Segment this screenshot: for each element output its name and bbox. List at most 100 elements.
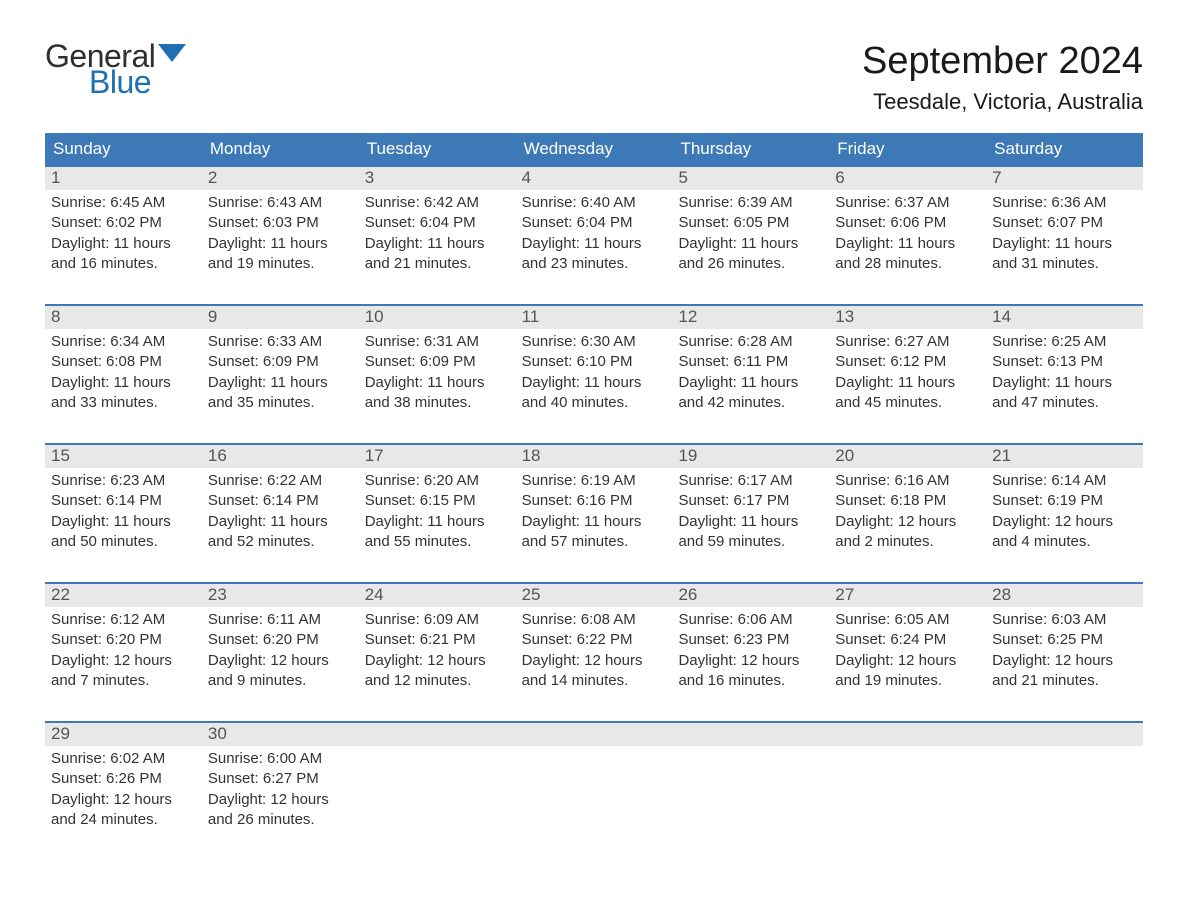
day-number: 16 — [202, 445, 359, 468]
day-number: 7 — [986, 167, 1143, 190]
day-day2: and 19 minutes. — [835, 671, 980, 691]
day-number — [986, 723, 1143, 746]
calendar: Sunday Monday Tuesday Wednesday Thursday… — [45, 133, 1143, 834]
day-number: 13 — [829, 306, 986, 329]
day-sunset: Sunset: 6:18 PM — [835, 491, 980, 511]
day-number: 30 — [202, 723, 359, 746]
day-sunrise: Sunrise: 6:42 AM — [365, 193, 510, 213]
day-cell: 3Sunrise: 6:42 AMSunset: 6:04 PMDaylight… — [359, 167, 516, 278]
day-cell — [359, 723, 516, 834]
day-number: 2 — [202, 167, 359, 190]
day-number: 20 — [829, 445, 986, 468]
day-number: 22 — [45, 584, 202, 607]
day-sunrise: Sunrise: 6:22 AM — [208, 471, 353, 491]
day-content: Sunrise: 6:27 AMSunset: 6:12 PMDaylight:… — [829, 329, 986, 417]
day-sunrise: Sunrise: 6:02 AM — [51, 749, 196, 769]
day-sunset: Sunset: 6:22 PM — [522, 630, 667, 650]
day-content: Sunrise: 6:12 AMSunset: 6:20 PMDaylight:… — [45, 607, 202, 695]
day-cell: 22Sunrise: 6:12 AMSunset: 6:20 PMDayligh… — [45, 584, 202, 695]
day-cell: 17Sunrise: 6:20 AMSunset: 6:15 PMDayligh… — [359, 445, 516, 556]
day-sunrise: Sunrise: 6:06 AM — [678, 610, 823, 630]
day-sunrise: Sunrise: 6:45 AM — [51, 193, 196, 213]
day-sunset: Sunset: 6:06 PM — [835, 213, 980, 233]
day-day2: and 31 minutes. — [992, 254, 1137, 274]
day-sunrise: Sunrise: 6:00 AM — [208, 749, 353, 769]
day-cell — [672, 723, 829, 834]
day-day2: and 24 minutes. — [51, 810, 196, 830]
day-sunset: Sunset: 6:13 PM — [992, 352, 1137, 372]
day-content: Sunrise: 6:14 AMSunset: 6:19 PMDaylight:… — [986, 468, 1143, 556]
day-cell: 6Sunrise: 6:37 AMSunset: 6:06 PMDaylight… — [829, 167, 986, 278]
day-sunrise: Sunrise: 6:05 AM — [835, 610, 980, 630]
day-day2: and 33 minutes. — [51, 393, 196, 413]
day-content: Sunrise: 6:42 AMSunset: 6:04 PMDaylight:… — [359, 190, 516, 278]
day-day2: and 16 minutes. — [678, 671, 823, 691]
day-day1: Daylight: 12 hours — [992, 512, 1137, 532]
day-sunrise: Sunrise: 6:37 AM — [835, 193, 980, 213]
header: General Blue September 2024 Teesdale, Vi… — [45, 40, 1143, 115]
day-content: Sunrise: 6:09 AMSunset: 6:21 PMDaylight:… — [359, 607, 516, 695]
day-sunset: Sunset: 6:20 PM — [208, 630, 353, 650]
day-sunset: Sunset: 6:04 PM — [522, 213, 667, 233]
day-content: Sunrise: 6:06 AMSunset: 6:23 PMDaylight:… — [672, 607, 829, 695]
month-title: September 2024 — [862, 40, 1143, 83]
day-sunrise: Sunrise: 6:19 AM — [522, 471, 667, 491]
flag-icon — [158, 44, 186, 66]
day-number: 21 — [986, 445, 1143, 468]
day-content: Sunrise: 6:17 AMSunset: 6:17 PMDaylight:… — [672, 468, 829, 556]
day-sunset: Sunset: 6:14 PM — [208, 491, 353, 511]
day-content: Sunrise: 6:20 AMSunset: 6:15 PMDaylight:… — [359, 468, 516, 556]
day-cell: 15Sunrise: 6:23 AMSunset: 6:14 PMDayligh… — [45, 445, 202, 556]
day-sunrise: Sunrise: 6:23 AM — [51, 471, 196, 491]
day-cell: 25Sunrise: 6:08 AMSunset: 6:22 PMDayligh… — [516, 584, 673, 695]
day-sunrise: Sunrise: 6:39 AM — [678, 193, 823, 213]
day-sunset: Sunset: 6:17 PM — [678, 491, 823, 511]
day-day2: and 9 minutes. — [208, 671, 353, 691]
day-day2: and 19 minutes. — [208, 254, 353, 274]
dow-thursday: Thursday — [672, 133, 829, 165]
day-sunrise: Sunrise: 6:36 AM — [992, 193, 1137, 213]
day-sunset: Sunset: 6:11 PM — [678, 352, 823, 372]
day-day2: and 26 minutes. — [678, 254, 823, 274]
day-cell: 4Sunrise: 6:40 AMSunset: 6:04 PMDaylight… — [516, 167, 673, 278]
day-content: Sunrise: 6:37 AMSunset: 6:06 PMDaylight:… — [829, 190, 986, 278]
day-content: Sunrise: 6:30 AMSunset: 6:10 PMDaylight:… — [516, 329, 673, 417]
day-day1: Daylight: 11 hours — [51, 373, 196, 393]
day-sunset: Sunset: 6:05 PM — [678, 213, 823, 233]
day-day1: Daylight: 11 hours — [365, 512, 510, 532]
day-day1: Daylight: 11 hours — [678, 512, 823, 532]
dow-saturday: Saturday — [986, 133, 1143, 165]
day-sunset: Sunset: 6:09 PM — [208, 352, 353, 372]
day-cell: 19Sunrise: 6:17 AMSunset: 6:17 PMDayligh… — [672, 445, 829, 556]
day-content: Sunrise: 6:43 AMSunset: 6:03 PMDaylight:… — [202, 190, 359, 278]
day-cell — [986, 723, 1143, 834]
day-day1: Daylight: 11 hours — [835, 373, 980, 393]
day-sunset: Sunset: 6:02 PM — [51, 213, 196, 233]
day-number: 15 — [45, 445, 202, 468]
day-day1: Daylight: 12 hours — [835, 512, 980, 532]
day-content: Sunrise: 6:33 AMSunset: 6:09 PMDaylight:… — [202, 329, 359, 417]
day-cell: 2Sunrise: 6:43 AMSunset: 6:03 PMDaylight… — [202, 167, 359, 278]
day-day1: Daylight: 11 hours — [208, 234, 353, 254]
day-content: Sunrise: 6:39 AMSunset: 6:05 PMDaylight:… — [672, 190, 829, 278]
day-sunrise: Sunrise: 6:11 AM — [208, 610, 353, 630]
dow-tuesday: Tuesday — [359, 133, 516, 165]
day-sunset: Sunset: 6:26 PM — [51, 769, 196, 789]
logo: General Blue — [45, 40, 186, 98]
dow-wednesday: Wednesday — [516, 133, 673, 165]
day-day1: Daylight: 12 hours — [51, 651, 196, 671]
day-day1: Daylight: 11 hours — [992, 234, 1137, 254]
day-sunset: Sunset: 6:21 PM — [365, 630, 510, 650]
day-sunset: Sunset: 6:25 PM — [992, 630, 1137, 650]
day-sunset: Sunset: 6:09 PM — [365, 352, 510, 372]
day-content: Sunrise: 6:11 AMSunset: 6:20 PMDaylight:… — [202, 607, 359, 695]
day-sunrise: Sunrise: 6:14 AM — [992, 471, 1137, 491]
day-sunrise: Sunrise: 6:40 AM — [522, 193, 667, 213]
day-number — [516, 723, 673, 746]
day-cell: 1Sunrise: 6:45 AMSunset: 6:02 PMDaylight… — [45, 167, 202, 278]
day-content: Sunrise: 6:45 AMSunset: 6:02 PMDaylight:… — [45, 190, 202, 278]
day-content: Sunrise: 6:16 AMSunset: 6:18 PMDaylight:… — [829, 468, 986, 556]
week-row: 22Sunrise: 6:12 AMSunset: 6:20 PMDayligh… — [45, 582, 1143, 695]
day-cell: 13Sunrise: 6:27 AMSunset: 6:12 PMDayligh… — [829, 306, 986, 417]
day-number — [829, 723, 986, 746]
